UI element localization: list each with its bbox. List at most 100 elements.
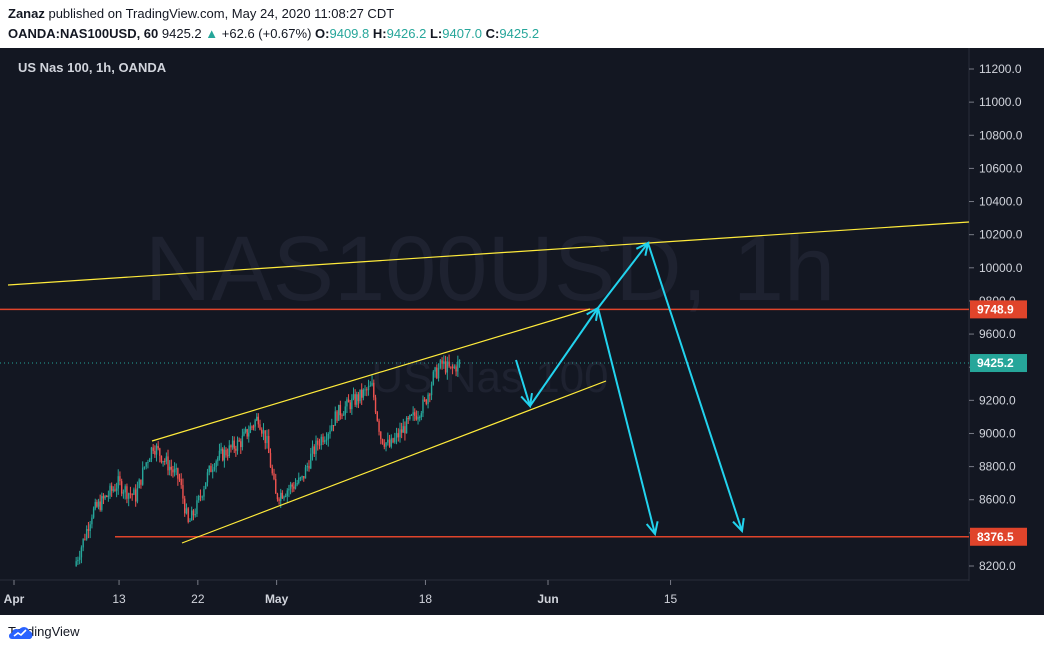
candle-body: [268, 436, 270, 453]
candle-body: [422, 399, 424, 414]
candle-body: [96, 502, 98, 507]
close-value: 9425.2: [499, 26, 540, 41]
candle-body: [203, 488, 205, 497]
candle-body: [315, 440, 317, 455]
candle-body: [390, 438, 393, 447]
candle-body: [157, 445, 159, 449]
candle-body: [252, 426, 255, 428]
candle-body: [374, 397, 377, 413]
candle-body: [356, 394, 358, 405]
candle-body: [189, 520, 191, 522]
candle-body: [443, 361, 445, 364]
candle-body: [145, 462, 147, 467]
candle-body: [458, 360, 461, 362]
candle-body: [339, 404, 342, 416]
candle-body: [322, 436, 324, 443]
candle-body: [165, 456, 168, 462]
candle-body: [324, 440, 326, 443]
price-label-text: 9425.2: [977, 356, 1014, 370]
candle-body: [294, 484, 297, 489]
candle-body: [210, 465, 212, 473]
candle-body: [104, 495, 106, 499]
high-value: 9426.2: [386, 26, 427, 41]
candle-body: [150, 447, 153, 460]
open-value: 9409.8: [329, 26, 370, 41]
candle-body: [117, 476, 119, 489]
candle-body: [172, 469, 174, 473]
y-tick-label: 8800.0: [979, 460, 1016, 474]
candle-body: [220, 448, 222, 451]
candle-body: [278, 499, 280, 501]
candle-body: [143, 466, 146, 468]
candle-body: [313, 446, 315, 455]
arrow-drop-head-2: [732, 517, 745, 534]
candle-body: [119, 476, 121, 482]
candle-body: [152, 447, 154, 451]
candle-body: [225, 449, 227, 456]
candle-body: [383, 443, 385, 447]
candle-body: [380, 431, 382, 440]
candle-body: [441, 360, 443, 364]
candle-body: [106, 495, 108, 497]
candle-body: [167, 456, 169, 471]
candle-body: [409, 415, 411, 420]
author-name[interactable]: Zanaz: [8, 6, 45, 21]
candle-body: [434, 367, 436, 372]
candle-body: [266, 436, 268, 444]
publish-text: published on TradingView.com, May 24, 20…: [48, 6, 395, 21]
y-tick-label: 10800.0: [979, 128, 1023, 142]
candle-body: [301, 476, 303, 478]
candle-body: [77, 559, 79, 562]
candle-body: [359, 389, 361, 402]
arrow-down-segment: [515, 359, 531, 407]
candle-body: [346, 399, 348, 407]
candle-body: [85, 528, 88, 540]
candle-body: [218, 450, 221, 458]
candle-body: [357, 394, 360, 402]
candle-body: [320, 436, 322, 446]
candle-body: [392, 438, 394, 443]
candle-body: [407, 418, 409, 420]
candle-body: [148, 459, 151, 463]
candle-body: [226, 455, 229, 457]
candle-body: [205, 482, 207, 489]
candle-body: [182, 485, 184, 499]
candle-body: [261, 429, 263, 434]
low-label: L:: [429, 26, 443, 41]
open-label: O:: [315, 26, 330, 41]
y-tick-label: 9600.0: [979, 327, 1016, 341]
candle-body: [334, 411, 336, 426]
tradingview-logo[interactable]: TradingView: [8, 624, 80, 639]
symbol-quote: OANDA:NAS100USD, 60 9425.2 ▲ +62.6 (+0.6…: [8, 26, 539, 41]
candle-body: [381, 439, 384, 444]
candle-body: [299, 477, 302, 479]
candle-body: [256, 416, 258, 421]
candle-body: [341, 415, 343, 417]
candle-body: [451, 366, 454, 368]
candle-body: [347, 399, 350, 403]
candle-body: [367, 386, 370, 391]
candle-body: [423, 399, 426, 401]
candle-body: [136, 488, 139, 502]
candle-body: [244, 429, 247, 432]
candle-body: [308, 465, 310, 469]
candle-body: [147, 462, 149, 464]
candle-body: [213, 466, 216, 470]
candle-body: [414, 412, 416, 416]
candle-body: [304, 467, 307, 479]
candle-body: [94, 502, 96, 509]
chart-legend: US Nas 100, 1h, OANDA: [18, 60, 167, 75]
candle-body: [238, 440, 240, 442]
candle-body: [275, 479, 277, 494]
tradingview-cloud-icon: [9, 627, 33, 639]
candle-body: [102, 496, 105, 499]
candle-body: [351, 398, 353, 410]
arrow-up-segment-2: [597, 242, 649, 309]
candle-body: [206, 472, 209, 483]
candle-body: [429, 394, 431, 396]
candle-body: [201, 496, 203, 498]
candle-body: [412, 412, 414, 415]
x-tick-label: 18: [419, 592, 433, 606]
